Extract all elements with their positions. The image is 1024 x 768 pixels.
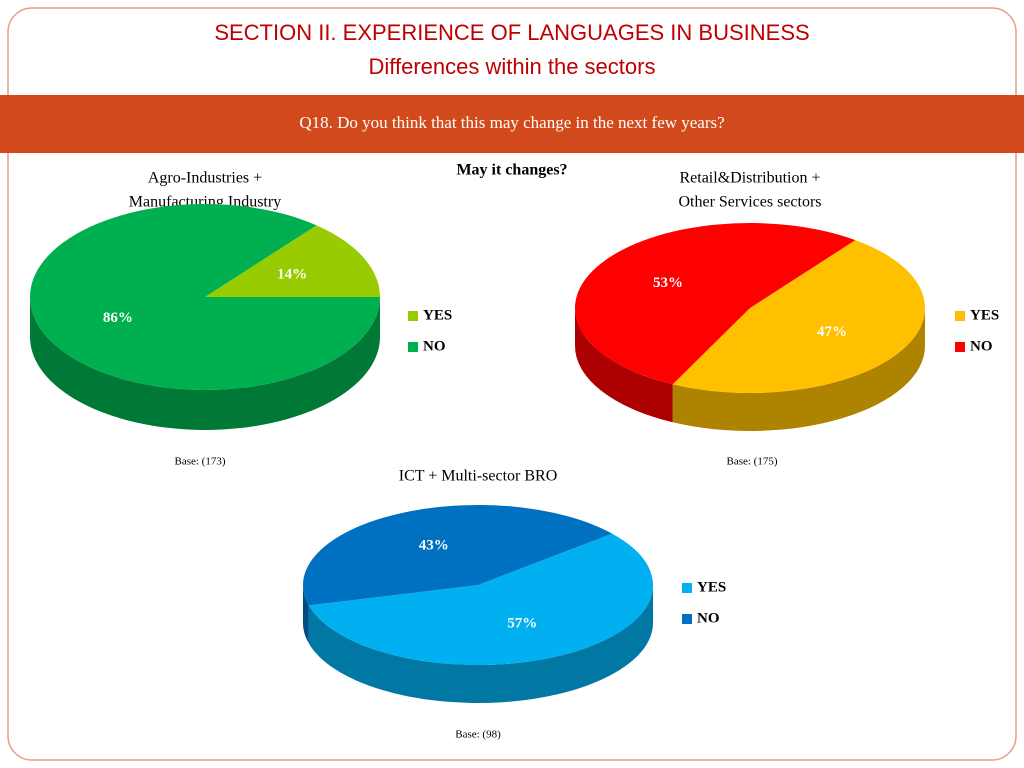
legend-label: YES	[970, 307, 999, 323]
chart-title: Retail&Distribution +	[679, 170, 820, 187]
data-label: 43%	[419, 537, 449, 553]
legend-swatch	[408, 311, 418, 321]
legend-label: YES	[423, 307, 452, 323]
slice	[205, 225, 380, 297]
legend-swatch	[955, 342, 965, 352]
chart-title: Other Services sectors	[678, 194, 821, 211]
banner	[0, 95, 1024, 153]
legend-swatch	[682, 583, 692, 593]
base-note: Base: (98)	[455, 729, 501, 741]
slice-side	[303, 585, 309, 644]
label: May it changes?	[456, 162, 567, 179]
legend-swatch	[682, 614, 692, 624]
legend-label: YES	[697, 579, 726, 595]
slice	[302, 504, 613, 606]
slide-border	[7, 7, 1017, 761]
legend-swatch	[955, 311, 965, 321]
base-note: Base: (175)	[726, 456, 777, 468]
legend-swatch	[408, 342, 418, 352]
slice-side	[575, 308, 673, 423]
base-note: Base: (173)	[174, 456, 225, 468]
slice-side	[30, 297, 380, 430]
slice-side	[308, 585, 653, 704]
slice-side	[672, 308, 925, 431]
data-label: 14%	[277, 267, 307, 283]
data-label: 86%	[103, 310, 133, 326]
slide-title: SECTION II. EXPERIENCE OF LANGUAGES IN B…	[214, 20, 809, 45]
slide-subtitle: Differences within the sectors	[369, 54, 656, 79]
legend-label: NO	[697, 610, 720, 626]
legend-label: NO	[423, 338, 446, 354]
data-label: 47%	[817, 324, 847, 340]
question: Q18. Do you think that this may change i…	[299, 113, 724, 132]
slice	[308, 533, 653, 665]
slice	[29, 203, 381, 390]
slice	[574, 222, 856, 385]
data-label: 57%	[507, 616, 537, 632]
slice	[672, 240, 926, 394]
legend-label: NO	[970, 338, 993, 354]
data-label: 53%	[653, 275, 683, 291]
chart-title: ICT + Multi-sector BRO	[399, 468, 558, 485]
chart-title: Agro-Industries +	[148, 170, 262, 187]
